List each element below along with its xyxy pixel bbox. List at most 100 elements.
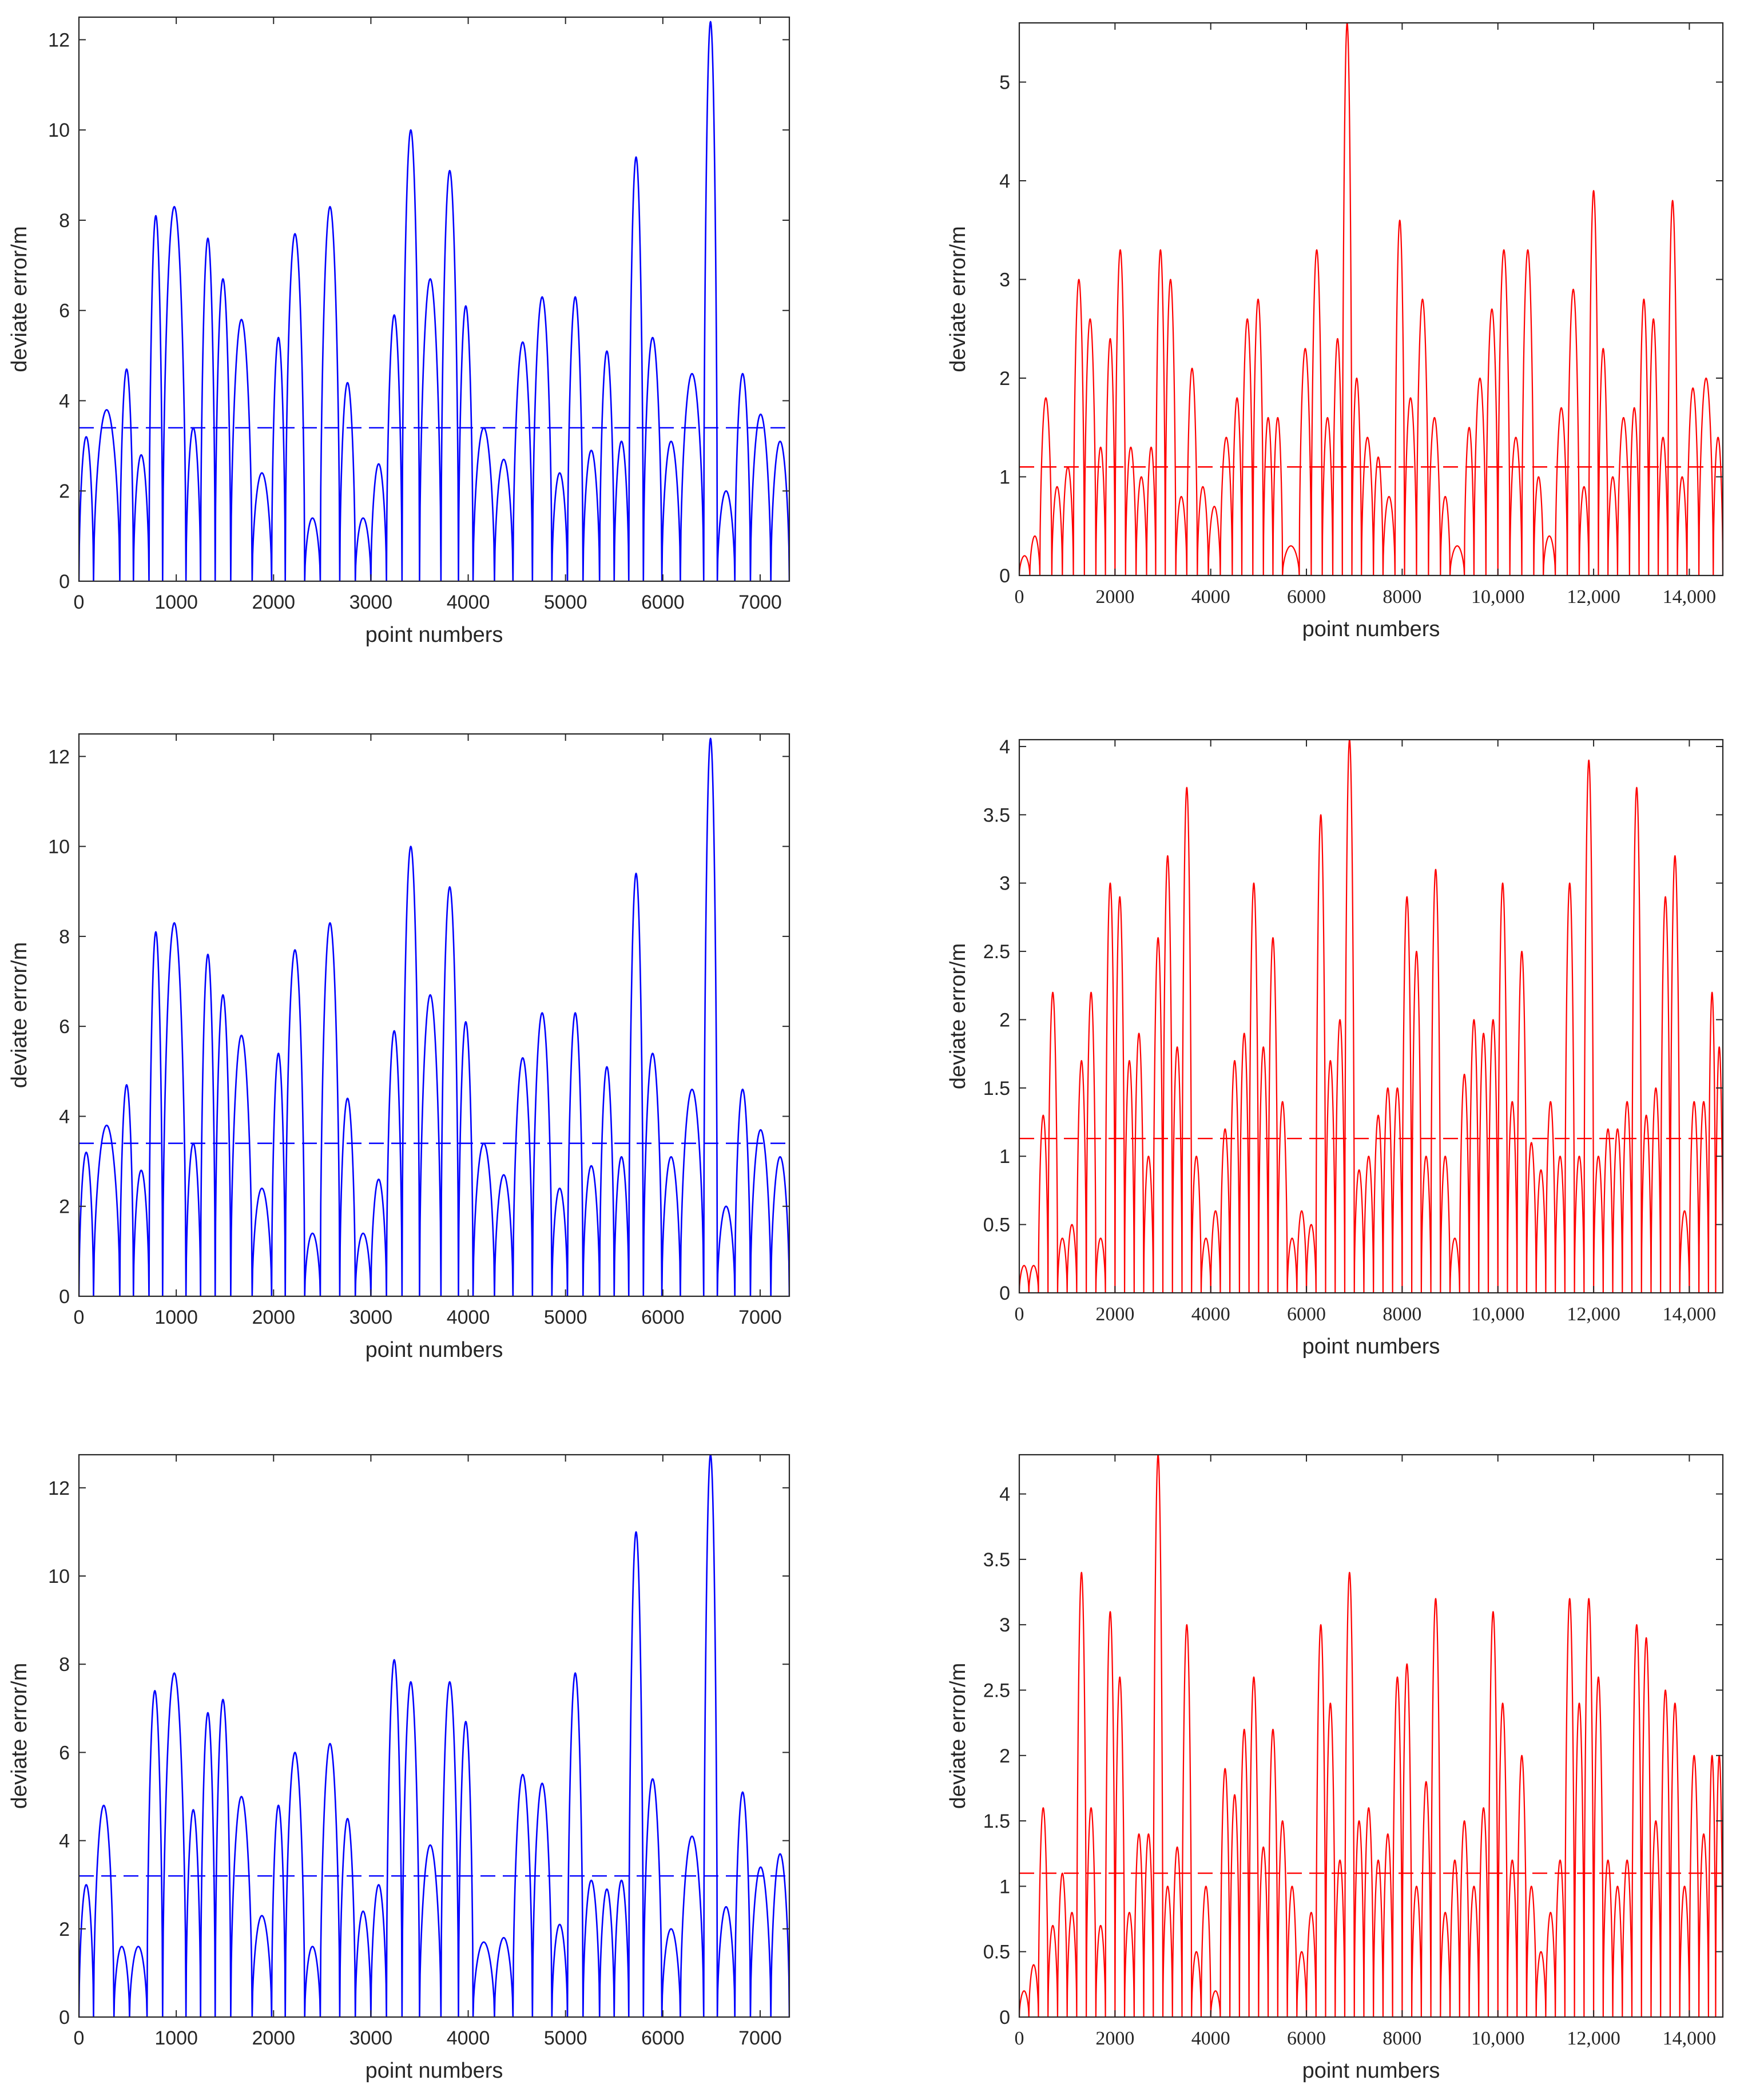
chart-6-ytick-label: 0 <box>999 2007 1010 2028</box>
chart-6-series-line <box>1019 1455 1723 2017</box>
chart-3-xtick-label: 7000 <box>738 1307 782 1328</box>
chart-1-panel: 0 1000 2000 3000 4000 5000 6000 7000 0 2 4 6 8 10 12 po… <box>7 16 790 647</box>
chart-3-ytick-label: 8 <box>59 926 70 948</box>
chart-1-xtick-label: 0 <box>74 592 85 613</box>
chart-6-xtick-label: 8000 <box>1383 2028 1421 2049</box>
chart-5-ytick-label: 6 <box>59 1742 70 1764</box>
chart-5-panel: 0 1000 2000 3000 4000 5000 6000 7000 0 2 4 6 8 10 12 po… <box>7 1454 790 2083</box>
chart-5-ytick-label: 10 <box>48 1566 70 1587</box>
chart-4-xtick-label: 4000 <box>1191 1304 1230 1325</box>
chart-3-ytick-label: 12 <box>48 746 70 768</box>
chart-1-ytick-label: 10 <box>48 120 70 141</box>
chart-5-ytick-label: 8 <box>59 1654 70 1676</box>
chart-2-xtick-label: 10,000 <box>1471 586 1525 608</box>
chart-2-ytick-label: 2 <box>999 368 1010 390</box>
chart-5-xtick-label: 2000 <box>252 2027 295 2049</box>
chart-6-panel: 0 2000 4000 6000 8000 10,000 12,000 14,000 0 0.5 1… <box>946 1454 1724 2083</box>
chart-3-ytick-label: 4 <box>59 1106 70 1128</box>
chart-1-ytick-label: 2 <box>59 481 70 502</box>
chart-4-ytick-label: 2 <box>999 1009 1010 1031</box>
chart-3-ytick-label: 0 <box>59 1286 70 1308</box>
chart-4-ytick-label: 0 <box>999 1283 1010 1304</box>
chart-3-ytick-label: 10 <box>48 836 70 858</box>
chart-4-ytick-label: 1 <box>999 1146 1010 1168</box>
chart-3-ytick-label: 6 <box>59 1016 70 1038</box>
chart-1-ytick-label: 4 <box>59 390 70 412</box>
chart-3-ylabel: deviate error/m <box>7 942 31 1089</box>
chart-2-ytick-label: 1 <box>999 467 1010 489</box>
chart-2-xtick-label: 0 <box>1015 586 1024 608</box>
chart-4-ytick-label: 4 <box>999 736 1010 758</box>
chart-6-ytick-label: 3.5 <box>983 1549 1010 1571</box>
chart-3-xtick-label: 3000 <box>349 1307 393 1328</box>
chart-6-xtick-label: 4000 <box>1191 2028 1230 2049</box>
chart-5-ytick-label: 2 <box>59 1919 70 1940</box>
chart-2-xlabel: point numbers <box>1302 617 1440 641</box>
chart-3-xtick-label: 5000 <box>544 1307 587 1328</box>
chart-5-axes-frame <box>78 1454 790 2018</box>
chart-2-ytick-label: 4 <box>999 170 1010 192</box>
chart-6-ylabel: deviate error/m <box>946 1663 970 1809</box>
chart-2-ytick-label: 5 <box>999 72 1010 94</box>
chart-2-ytick-label: 3 <box>999 269 1010 291</box>
chart-5-ytick-label: 4 <box>59 1831 70 1852</box>
chart-1-ytick-label: 6 <box>59 300 70 322</box>
chart-3-ytick-label: 2 <box>59 1196 70 1218</box>
chart-2-xtick-label: 12,000 <box>1567 586 1620 608</box>
chart-4-ytick-label: 0.5 <box>983 1214 1010 1236</box>
chart-4-xtick-label: 0 <box>1015 1304 1024 1325</box>
chart-2-xtick-label: 4000 <box>1191 586 1230 608</box>
chart-1-ytick-label: 12 <box>48 29 70 51</box>
chart-4-ytick-label: 3 <box>999 873 1010 895</box>
chart-5-xtick-label: 0 <box>74 2027 85 2049</box>
chart-1-xtick-label: 6000 <box>641 592 685 613</box>
chart-6-xlabel: point numbers <box>1302 2059 1440 2083</box>
chart-4-xtick-label: 6000 <box>1287 1304 1326 1325</box>
chart-6-ytick-label: 4 <box>999 1484 1010 1506</box>
chart-5-ylabel: deviate error/m <box>7 1663 31 1809</box>
chart-1-axes-frame <box>78 16 790 582</box>
chart-5-xtick-label: 3000 <box>349 2027 393 2049</box>
chart-1-xtick-label: 4000 <box>447 592 490 613</box>
chart-1-xtick-label: 7000 <box>738 592 782 613</box>
chart-4-ytick-label: 2.5 <box>983 941 1010 963</box>
chart-5-xlabel: point numbers <box>366 2059 503 2083</box>
chart-2-axes-frame <box>1018 22 1724 577</box>
chart-6-xtick-label: 10,000 <box>1471 2028 1525 2049</box>
chart-4-xtick-label: 8000 <box>1383 1304 1421 1325</box>
chart-3-series-line <box>79 737 789 1296</box>
chart-2-series-line <box>1019 23 1723 575</box>
chart-3-xtick-label: 2000 <box>252 1307 295 1328</box>
chart-2-ylabel: deviate error/m <box>946 226 970 372</box>
chart-4-ytick-label: 1.5 <box>983 1078 1010 1099</box>
chart-4-axes-frame <box>1018 739 1724 1294</box>
chart-5-xtick-label: 1000 <box>154 2027 198 2049</box>
chart-3-xtick-label: 6000 <box>641 1307 685 1328</box>
chart-3-xtick-label: 1000 <box>154 1307 198 1328</box>
chart-5-ytick-label: 0 <box>59 2007 70 2028</box>
chart-1-ytick-label: 0 <box>59 571 70 593</box>
chart-1-xtick-label: 5000 <box>544 592 587 613</box>
chart-6-xtick-label: 6000 <box>1287 2028 1326 2049</box>
chart-2-xtick-label: 6000 <box>1287 586 1326 608</box>
chart-1-xtick-label: 2000 <box>252 592 295 613</box>
chart-1-xlabel: point numbers <box>366 623 503 647</box>
chart-4-ytick-label: 3.5 <box>983 804 1010 826</box>
chart-3-axes-frame <box>78 733 790 1297</box>
chart-4-xtick-label: 10,000 <box>1471 1304 1525 1325</box>
chart-2-xtick-label: 8000 <box>1383 586 1421 608</box>
chart-3-panel: 0 1000 2000 3000 4000 5000 6000 7000 0 2 4 6 8 10 12 po… <box>7 733 790 1362</box>
chart-4-xtick-label: 14,000 <box>1663 1304 1717 1325</box>
chart-6-xtick-label: 14,000 <box>1663 2028 1717 2049</box>
chart-6-xtick-label: 0 <box>1015 2028 1024 2049</box>
chart-1-series-line <box>79 21 789 581</box>
chart-1-xtick-label: 1000 <box>154 592 198 613</box>
chart-4-series-line <box>1019 740 1723 1293</box>
chart-5-xtick-label: 6000 <box>641 2027 685 2049</box>
chart-6-ytick-label: 1.5 <box>983 1811 1010 1832</box>
chart-6-ytick-label: 0.5 <box>983 1942 1010 1963</box>
chart-5-xtick-label: 7000 <box>738 2027 782 2049</box>
chart-6-axes-frame <box>1018 1454 1724 2018</box>
chart-6-xtick-label: 12,000 <box>1567 2028 1620 2049</box>
